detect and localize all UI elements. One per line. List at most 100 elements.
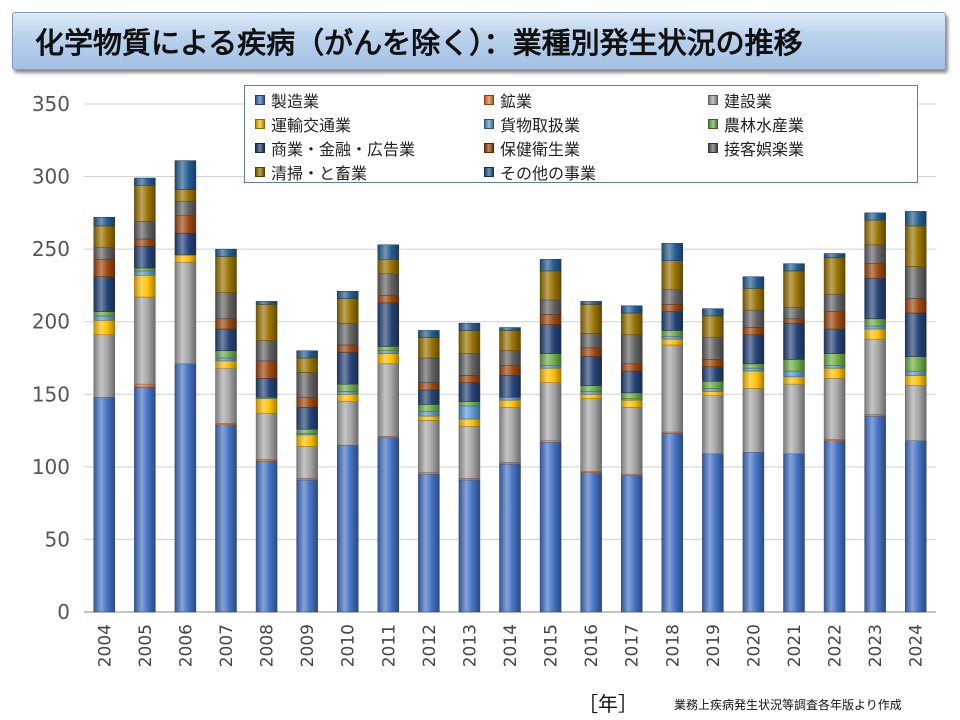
bar-segment	[742, 334, 765, 365]
legend-label: 運輸交通業	[271, 116, 352, 135]
bar-segment	[134, 267, 156, 272]
bar-segment	[134, 238, 156, 247]
bar-segment	[783, 453, 805, 613]
bar-segment	[255, 360, 278, 379]
bar-segment	[377, 295, 400, 304]
bar-segment	[904, 211, 927, 227]
bar-segment	[702, 315, 724, 338]
bar-segment	[134, 383, 156, 388]
legend: 製造業 鉱業 建設業 運輸交通業 貨物取扱業 農林水産業 商業・金融・広告業 保健衛生業 接客娯…	[244, 85, 918, 183]
bar-segment	[336, 290, 359, 299]
bar-segment	[296, 446, 318, 479]
bar-segment	[499, 407, 521, 463]
bar-segment	[499, 365, 521, 376]
bar-segment	[783, 263, 805, 272]
bar-segment	[377, 350, 400, 354]
bar-segment	[702, 359, 724, 367]
y-tick-label: 200	[32, 310, 70, 334]
bar-segment	[296, 407, 318, 430]
bar-segment	[864, 318, 886, 327]
bar-segment	[823, 365, 846, 369]
bar-segment	[904, 440, 927, 613]
legend-item: 農林水産業	[708, 112, 804, 136]
bar-segment	[539, 314, 562, 325]
bar-segment	[904, 225, 927, 267]
bar-segment	[134, 177, 156, 186]
bar-segment	[377, 302, 400, 347]
bar-segment	[864, 338, 886, 415]
bar-segment	[742, 309, 765, 328]
bar-segment	[742, 388, 765, 453]
bar-segment	[823, 440, 846, 613]
bar-segment	[904, 266, 927, 299]
bar-segment	[742, 367, 765, 372]
bar-segment	[377, 244, 400, 260]
bar-segment	[418, 337, 440, 359]
bar-segment	[620, 334, 643, 365]
chart-title: 化学物質による疾病（がんを除く）：業種別発生状況の推移	[35, 26, 803, 60]
bar-segment	[580, 391, 602, 395]
bar-segment	[174, 160, 197, 190]
legend-label: 清掃・と畜業	[271, 164, 368, 183]
y-tick-label: 50	[45, 527, 70, 551]
bar-segment	[296, 479, 318, 613]
bar-segment	[93, 216, 116, 227]
bar-segment	[93, 247, 116, 260]
bar-segment	[539, 324, 562, 354]
legend-item: 貨物取扱業	[484, 112, 580, 136]
bar-segment	[661, 330, 684, 337]
bar-segment	[418, 473, 440, 613]
bar-segment	[539, 259, 562, 272]
bar-segment	[783, 306, 805, 320]
bar-segment	[458, 322, 481, 331]
bar-segment	[215, 248, 237, 257]
bar-segment	[296, 396, 318, 408]
x-tick-label: 2023	[866, 624, 886, 667]
bar-segment	[783, 383, 805, 455]
bar-segment	[539, 353, 562, 366]
x-tick-label: 2006	[176, 624, 196, 667]
x-tick-label: 2020	[744, 624, 764, 667]
bar-segment	[580, 394, 602, 399]
bar-segment	[93, 225, 116, 248]
legend-swatch-icon	[255, 95, 265, 105]
bar-segment	[783, 359, 805, 372]
bar-segment	[336, 322, 359, 346]
bar-segment	[742, 276, 765, 289]
bar-segment	[702, 337, 724, 360]
bar-segment	[539, 299, 562, 315]
bar-segment	[661, 311, 684, 331]
bar-segment	[418, 415, 440, 421]
bar-segment	[336, 344, 359, 353]
bar-segment	[661, 344, 684, 433]
x-tick-label: 2022	[826, 624, 846, 667]
legend-item: その他の事業	[484, 160, 596, 184]
bar-segment	[255, 340, 278, 362]
bar-segment	[904, 356, 927, 372]
bar-segment	[458, 353, 481, 376]
bar-segment	[215, 357, 237, 362]
bar-segment	[499, 350, 521, 366]
bar-segment	[134, 386, 156, 613]
bar-segment	[134, 185, 156, 222]
bar-segment	[93, 320, 116, 336]
bar-segment	[93, 396, 116, 613]
bar-segment	[823, 367, 846, 379]
bar-segment	[174, 261, 197, 365]
bar-segment	[377, 346, 400, 351]
legend-label: 商業・金融・広告業	[271, 140, 416, 159]
bar-segment	[620, 305, 643, 314]
bar-segment	[864, 325, 886, 330]
bar-segment	[539, 382, 562, 441]
legend-item: 清掃・と畜業	[255, 160, 367, 184]
bar-segment	[458, 330, 481, 354]
bar-segment	[904, 370, 927, 376]
bar-segment	[661, 433, 684, 613]
bar-segment	[620, 392, 643, 399]
bar-segment	[418, 411, 440, 417]
bar-segment	[418, 330, 440, 338]
bar-segment	[539, 367, 562, 383]
bar-segment	[620, 312, 643, 336]
title-banner: 化学物質による疾病（がんを除く）：業種別発生状況の推移	[12, 12, 946, 70]
